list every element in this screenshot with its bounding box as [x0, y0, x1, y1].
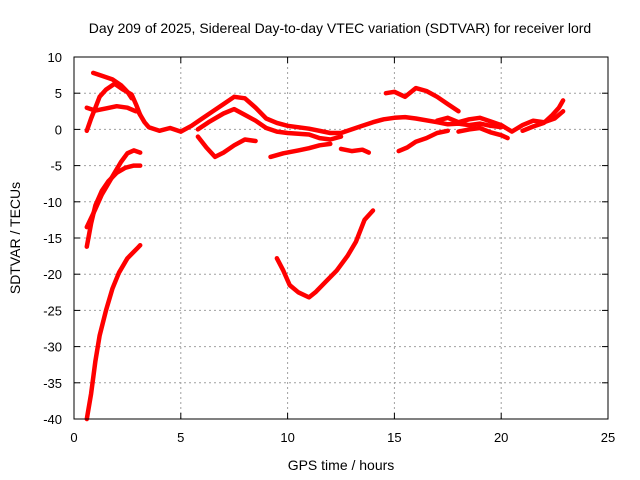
- y-tick-label: -35: [43, 376, 62, 391]
- series-arc-steep: [84, 242, 143, 422]
- series-arc-13h: [338, 146, 372, 155]
- y-tick-label: 10: [48, 50, 62, 65]
- y-tick-label: -25: [43, 303, 62, 318]
- data-series: [84, 70, 566, 422]
- x-tick-label: 5: [177, 430, 184, 445]
- series-arc-low-10h: [268, 141, 333, 160]
- y-axis-label: SDTVAR / TECUs: [7, 182, 23, 294]
- series-arc-valley-10h: [274, 208, 376, 300]
- y-tick-label: 5: [55, 86, 62, 101]
- chart-title: Day 209 of 2025, Sidereal Day-to-day VTE…: [89, 20, 591, 36]
- grid: [74, 57, 608, 419]
- y-tick-label: -30: [43, 340, 62, 355]
- series-arc-right-end: [520, 98, 566, 134]
- x-tick-label: 15: [387, 430, 401, 445]
- y-tick-label: -5: [50, 159, 62, 174]
- series-arc-central-b: [195, 106, 344, 142]
- series-arc-right-b: [456, 125, 510, 141]
- y-tick-label: -40: [43, 412, 62, 427]
- x-tick-label: 0: [70, 430, 77, 445]
- y-tick-label: -10: [43, 195, 62, 210]
- series-arc-top-15h: [383, 85, 461, 114]
- x-axis-label: GPS time / hours: [288, 457, 395, 473]
- x-tick-label: 10: [280, 430, 294, 445]
- series-arc-mid-left: [84, 103, 139, 114]
- series-arc-central: [135, 94, 504, 136]
- series-arc-upper-left: [84, 81, 143, 134]
- y-tick-label: -20: [43, 267, 62, 282]
- series-arc-dip-6h: [195, 134, 258, 160]
- y-tick-label: 0: [55, 122, 62, 137]
- series-arc-low-15h: [396, 128, 451, 154]
- series-arc-top-left: [90, 70, 134, 101]
- series-arc-rise-b: [84, 148, 143, 230]
- y-axis-ticks: 10 5 0 -5 -10 -15 -20 -25 -30 -35 -40: [43, 50, 608, 427]
- x-tick-label: 25: [601, 430, 615, 445]
- x-tick-label: 20: [494, 430, 508, 445]
- x-axis-ticks: 0 5 10 15 20 25: [70, 57, 615, 445]
- y-tick-label: -15: [43, 231, 62, 246]
